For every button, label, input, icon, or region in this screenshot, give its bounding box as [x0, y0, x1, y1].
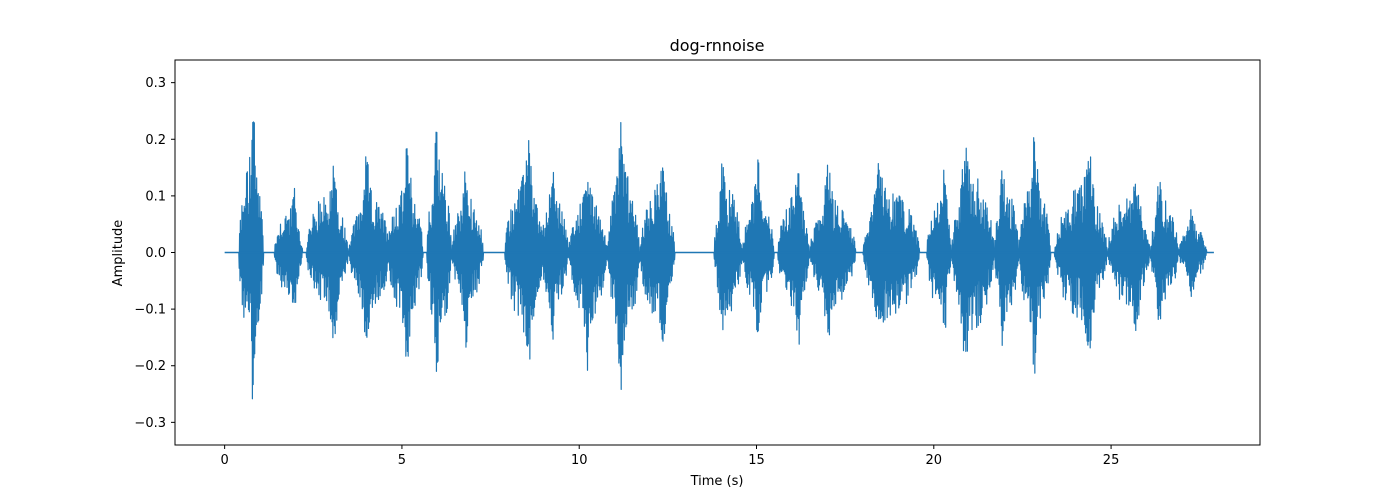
y-tick-label: −0.1 [134, 303, 166, 318]
x-tick-label: 15 [748, 453, 765, 468]
y-tick-label: −0.3 [134, 416, 166, 431]
y-tick-label: 0.0 [145, 246, 166, 261]
y-tick-label: −0.2 [134, 359, 166, 374]
plot-area [224, 121, 1214, 400]
x-tick-label: 5 [398, 453, 406, 468]
x-axis: 0 5 10 15 20 25 [220, 445, 1119, 468]
chart-title: dog-rnnoise [670, 36, 765, 55]
x-tick-label: 25 [1103, 453, 1120, 468]
x-tick-label: 10 [571, 453, 588, 468]
y-tick-label: 0.1 [145, 189, 166, 204]
y-tick-label: 0.3 [145, 76, 166, 91]
x-axis-label: Time (s) [690, 474, 744, 489]
x-tick-label: 0 [220, 453, 228, 468]
y-tick-label: 0.2 [145, 133, 166, 148]
y-axis-label: Amplitude [111, 220, 126, 287]
x-tick-label: 20 [926, 453, 943, 468]
y-axis: −0.3 −0.2 −0.1 0.0 0.1 0.2 0.3 [134, 76, 175, 431]
waveform-line [238, 121, 1208, 400]
